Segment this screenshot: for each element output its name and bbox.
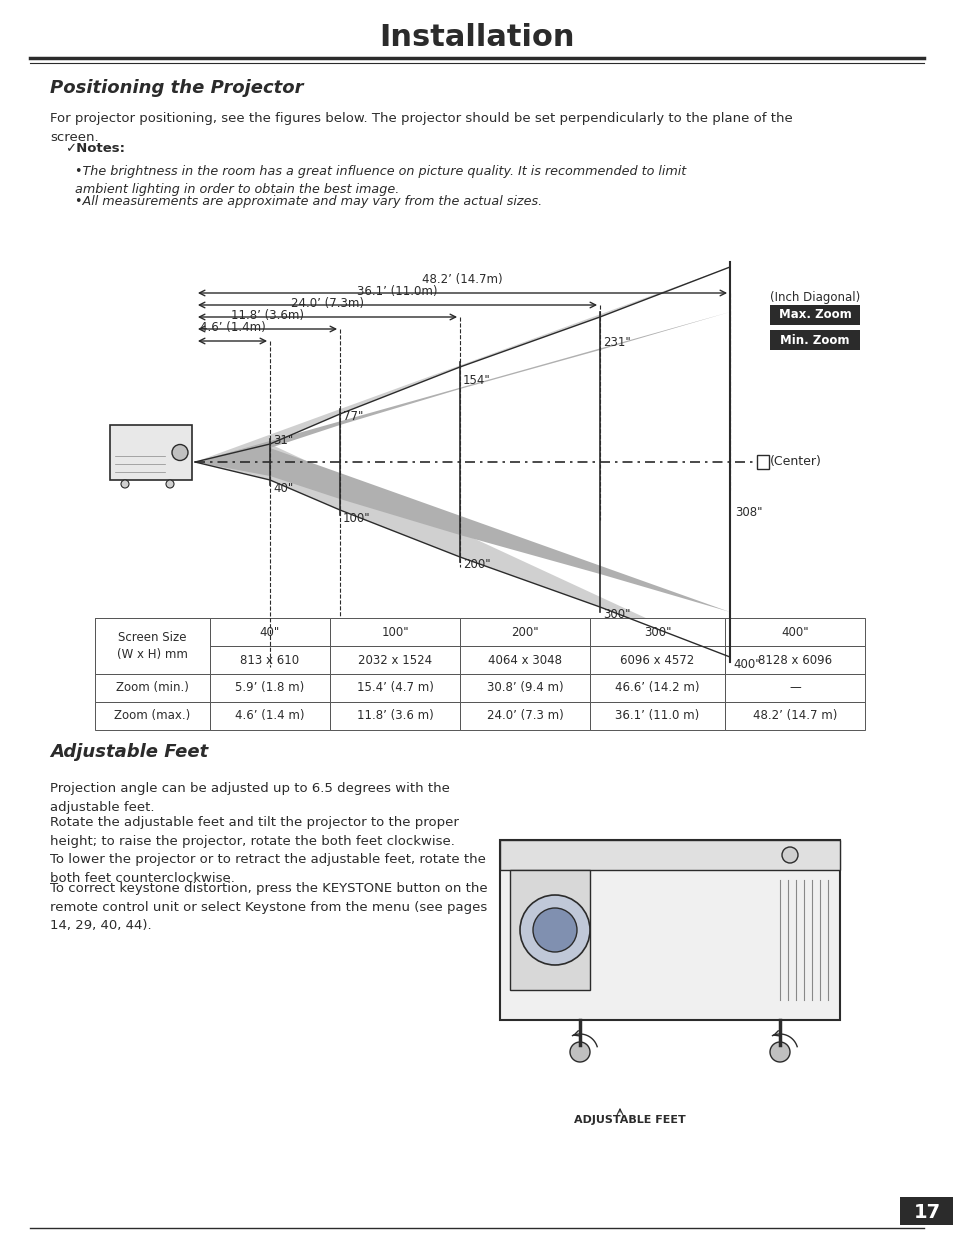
Bar (110, 425, 192, 480)
Text: 77": 77" (343, 410, 363, 424)
Text: 5.9’ (1.8 m): 5.9’ (1.8 m) (235, 682, 304, 694)
Text: 813 x 610: 813 x 610 (240, 653, 299, 667)
Text: 40": 40" (273, 482, 293, 494)
Text: 8128 x 6096: 8128 x 6096 (757, 653, 831, 667)
Text: 200": 200" (462, 558, 490, 572)
Text: 40": 40" (259, 625, 280, 638)
Bar (724, 701, 864, 730)
Text: 300": 300" (602, 609, 630, 621)
Bar (757, 454, 768, 469)
Text: Projection angle can be adjusted up to 6.5 degrees with the
adjustable feet.: Projection angle can be adjusted up to 6… (50, 782, 450, 814)
Bar (459, 618, 589, 646)
Circle shape (569, 1042, 589, 1062)
Text: For projector positioning, see the figures below. The projector should be set pe: For projector positioning, see the figur… (50, 112, 792, 144)
Text: Screen Size
(W x H) mm: Screen Size (W x H) mm (117, 631, 188, 661)
Bar (95, 674, 210, 701)
Polygon shape (194, 267, 729, 657)
Text: Rotate the adjustable feet and tilt the projector to the proper
height; to raise: Rotate the adjustable feet and tilt the … (50, 816, 458, 847)
Text: ADJUSTABLE FEET: ADJUSTABLE FEET (574, 1115, 685, 1125)
Circle shape (519, 895, 589, 965)
Bar (589, 646, 724, 674)
Text: Screen Size
(W x H) mm: Screen Size (W x H) mm (117, 618, 188, 646)
Text: 300": 300" (643, 625, 671, 638)
Text: (Center): (Center) (769, 456, 821, 468)
Text: 231": 231" (602, 336, 630, 348)
Text: 17: 17 (912, 1203, 940, 1223)
Text: Adjustable Feet: Adjustable Feet (50, 743, 208, 761)
Text: Zoom (min.): Zoom (min.) (116, 682, 189, 694)
Bar (499, 840, 840, 869)
Bar (330, 646, 459, 674)
Text: 154": 154" (462, 374, 490, 388)
Bar (459, 674, 589, 701)
Bar (769, 305, 859, 325)
Text: 48.2’ (14.7 m): 48.2’ (14.7 m) (752, 709, 837, 722)
Polygon shape (194, 312, 729, 613)
Bar (210, 618, 330, 646)
Text: (Inch Diagonal): (Inch Diagonal) (769, 291, 859, 305)
Text: 30.8’ (9.4 m): 30.8’ (9.4 m) (486, 682, 562, 694)
Text: ✓Notes:: ✓Notes: (65, 142, 125, 154)
Bar (510, 869, 589, 990)
Text: To correct keystone distortion, press the KEYSTONE button on the
remote control : To correct keystone distortion, press th… (50, 882, 487, 932)
Circle shape (769, 1042, 789, 1062)
Text: 4.6’ (1.4 m): 4.6’ (1.4 m) (235, 709, 304, 722)
Text: Max. Zoom: Max. Zoom (778, 309, 850, 321)
Circle shape (533, 908, 577, 952)
Bar (899, 1197, 953, 1225)
Bar (589, 674, 724, 701)
Text: 36.1’ (11.0 m): 36.1’ (11.0 m) (615, 709, 699, 722)
Text: 46.6’ (14.2 m): 46.6’ (14.2 m) (615, 682, 699, 694)
Bar (724, 618, 864, 646)
Text: 4.6’ (1.4m): 4.6’ (1.4m) (199, 321, 265, 333)
Bar (769, 330, 859, 350)
Bar (95, 618, 210, 674)
Bar (330, 701, 459, 730)
Bar (499, 840, 840, 1020)
Text: Installation: Installation (379, 23, 574, 53)
Circle shape (166, 480, 173, 488)
Bar (724, 646, 864, 674)
Text: 200": 200" (511, 625, 538, 638)
Text: 24.0’ (7.3m): 24.0’ (7.3m) (291, 296, 364, 310)
Bar (724, 674, 864, 701)
Text: 100": 100" (381, 625, 409, 638)
Bar (95, 646, 210, 674)
Text: 36.1’ (11.0m): 36.1’ (11.0m) (356, 285, 437, 298)
Circle shape (121, 480, 129, 488)
Text: 11.8’ (3.6 m): 11.8’ (3.6 m) (356, 709, 433, 722)
Text: —: — (788, 682, 800, 694)
Circle shape (781, 847, 797, 863)
Text: •The brightness in the room has a great influence on picture quality. It is reco: •The brightness in the room has a great … (75, 165, 685, 196)
Text: 31": 31" (273, 433, 293, 447)
Bar (589, 701, 724, 730)
Text: 15.4’ (4.7 m): 15.4’ (4.7 m) (356, 682, 433, 694)
Bar (210, 646, 330, 674)
Bar (210, 701, 330, 730)
Text: 400": 400" (781, 625, 808, 638)
Text: 308": 308" (734, 505, 761, 519)
Text: 4064 x 3048: 4064 x 3048 (488, 653, 561, 667)
Bar (95, 618, 210, 646)
Bar (589, 618, 724, 646)
Text: Min. Zoom: Min. Zoom (780, 333, 849, 347)
Text: Positioning the Projector: Positioning the Projector (50, 79, 303, 98)
Text: 48.2’ (14.7m): 48.2’ (14.7m) (422, 273, 502, 287)
Circle shape (172, 445, 188, 461)
Bar (330, 674, 459, 701)
Text: 100": 100" (343, 511, 370, 525)
Text: 400": 400" (732, 658, 760, 672)
Text: 24.0’ (7.3 m): 24.0’ (7.3 m) (486, 709, 563, 722)
Text: •All measurements are approximate and may vary from the actual sizes.: •All measurements are approximate and ma… (75, 195, 541, 207)
Bar (210, 674, 330, 701)
Bar (95, 701, 210, 730)
Text: 2032 x 1524: 2032 x 1524 (357, 653, 432, 667)
Bar (459, 646, 589, 674)
Text: 11.8’ (3.6m): 11.8’ (3.6m) (231, 309, 304, 322)
Text: Zoom (max.): Zoom (max.) (114, 709, 191, 722)
Text: 6096 x 4572: 6096 x 4572 (619, 653, 694, 667)
Bar (459, 701, 589, 730)
Bar (330, 618, 459, 646)
Text: To lower the projector or to retract the adjustable feet, rotate the
both feet c: To lower the projector or to retract the… (50, 853, 485, 884)
